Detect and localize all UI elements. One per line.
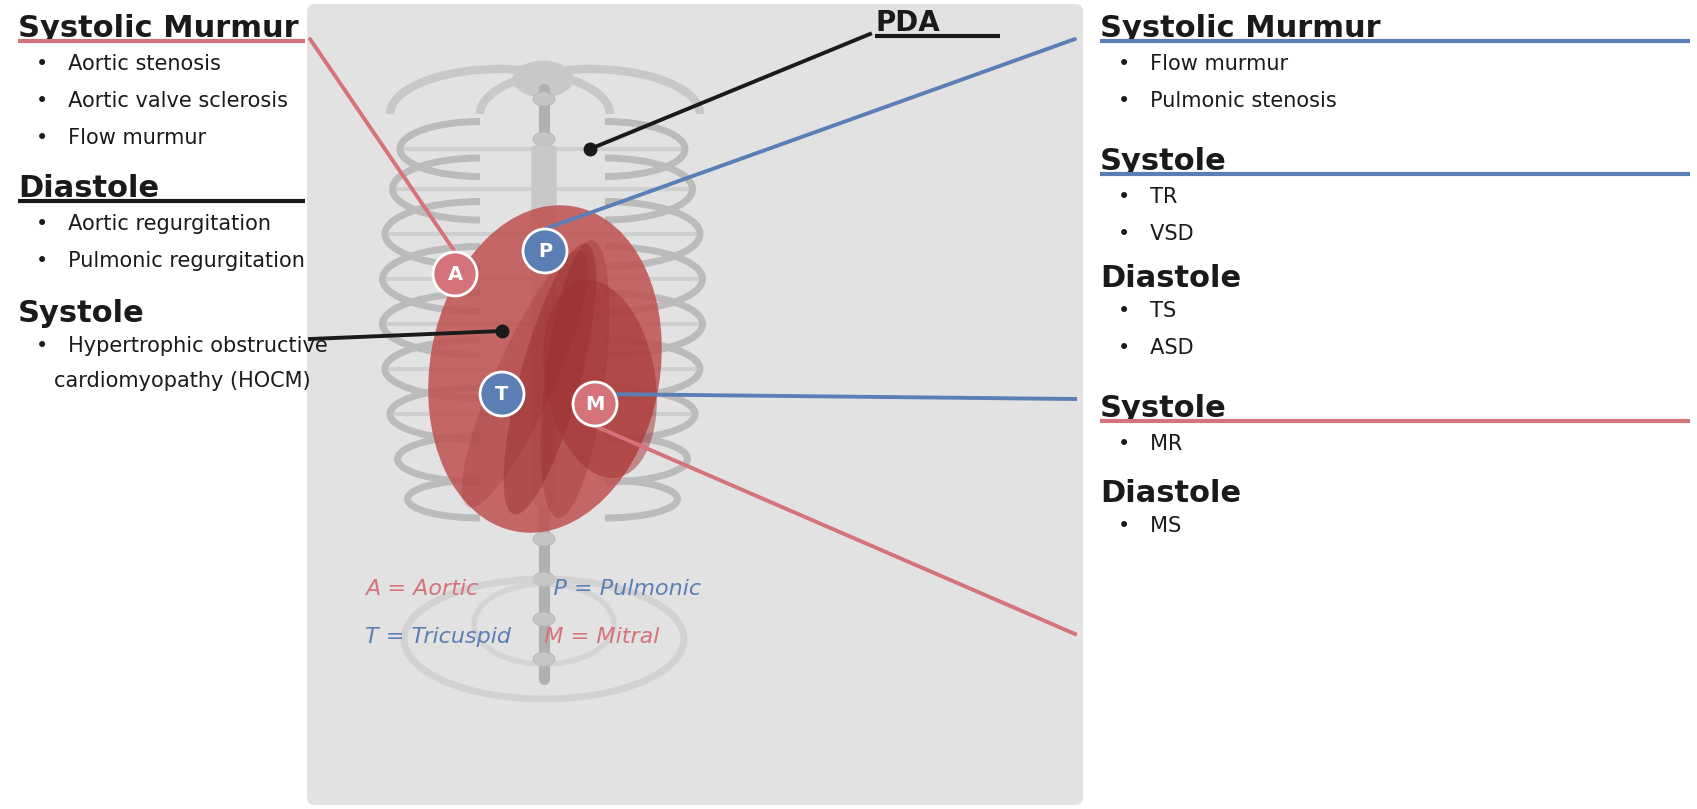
Ellipse shape (428, 205, 662, 532)
Text: •   Flow murmur: • Flow murmur (1118, 54, 1288, 74)
Ellipse shape (533, 572, 555, 586)
Text: A: A (448, 265, 463, 283)
Text: M: M (585, 395, 604, 413)
Text: Systolic Murmur: Systolic Murmur (1100, 14, 1381, 43)
Text: •   ASD: • ASD (1118, 338, 1193, 358)
Ellipse shape (533, 212, 555, 226)
Text: •   Aortic valve sclerosis: • Aortic valve sclerosis (36, 91, 288, 111)
Text: cardiomyopathy (HOCM): cardiomyopathy (HOCM) (54, 371, 311, 391)
Ellipse shape (543, 280, 657, 478)
Text: Systolic Murmur: Systolic Murmur (19, 14, 299, 43)
Ellipse shape (533, 372, 555, 386)
Text: •   Pulmonic regurgitation: • Pulmonic regurgitation (36, 251, 305, 271)
Text: Diastole: Diastole (1100, 479, 1241, 508)
Text: P: P (538, 242, 552, 260)
Text: M = Mitral: M = Mitral (529, 627, 660, 647)
Text: •   MR: • MR (1118, 434, 1183, 454)
Text: •   MS: • MS (1118, 516, 1181, 536)
Ellipse shape (533, 412, 555, 426)
Ellipse shape (533, 532, 555, 546)
Text: •   Flow murmur: • Flow murmur (36, 128, 205, 148)
Text: •   TS: • TS (1118, 301, 1176, 321)
Text: •   Hypertrophic obstructive: • Hypertrophic obstructive (36, 336, 328, 356)
Ellipse shape (533, 452, 555, 466)
FancyBboxPatch shape (307, 4, 1083, 805)
FancyBboxPatch shape (531, 146, 557, 492)
Text: PDA: PDA (876, 9, 940, 37)
Ellipse shape (462, 251, 589, 507)
Circle shape (523, 229, 567, 273)
Ellipse shape (533, 92, 555, 106)
Text: Systole: Systole (1100, 394, 1227, 423)
Text: •   TR: • TR (1118, 187, 1178, 207)
Text: Diastole: Diastole (1100, 264, 1241, 293)
Text: Diastole: Diastole (19, 174, 160, 203)
Text: P = Pulmonic: P = Pulmonic (524, 579, 701, 599)
Text: •   VSD: • VSD (1118, 224, 1193, 244)
Ellipse shape (533, 172, 555, 186)
Text: •   Pulmonic stenosis: • Pulmonic stenosis (1118, 91, 1337, 111)
Ellipse shape (533, 612, 555, 626)
Text: A = Aortic: A = Aortic (365, 579, 479, 599)
Text: T = Tricuspid: T = Tricuspid (365, 627, 511, 647)
Ellipse shape (533, 252, 555, 266)
Ellipse shape (533, 132, 555, 146)
Ellipse shape (533, 332, 555, 346)
Text: •   Aortic regurgitation: • Aortic regurgitation (36, 214, 272, 234)
Ellipse shape (533, 292, 555, 306)
Ellipse shape (512, 61, 574, 96)
Ellipse shape (541, 240, 609, 518)
Circle shape (480, 372, 524, 416)
Text: T: T (496, 384, 509, 404)
Text: Systole: Systole (1100, 147, 1227, 176)
Ellipse shape (504, 244, 596, 515)
Circle shape (433, 252, 477, 296)
Text: Systole: Systole (19, 299, 144, 328)
Ellipse shape (533, 492, 555, 506)
Ellipse shape (533, 652, 555, 666)
Text: •   Aortic stenosis: • Aortic stenosis (36, 54, 221, 74)
Circle shape (574, 382, 618, 426)
